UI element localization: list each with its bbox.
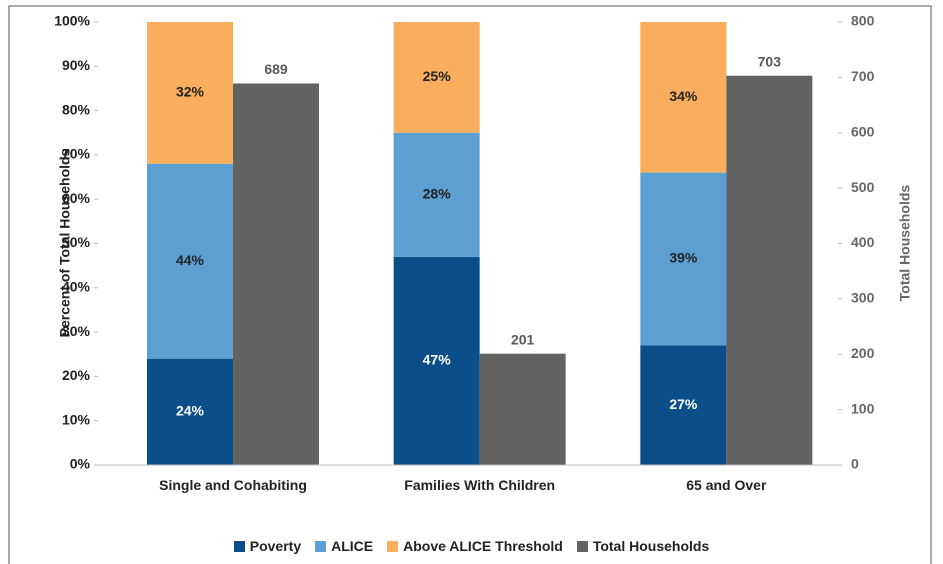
data-label: 44% bbox=[176, 252, 205, 268]
bar bbox=[726, 75, 813, 466]
legend-label: Total Households bbox=[592, 538, 710, 554]
y2-tick-label: 100 bbox=[851, 400, 875, 416]
legend-label: Above ALICE Threshold bbox=[403, 538, 563, 554]
y2-tick-label: 600 bbox=[851, 123, 875, 139]
data-label: 47% bbox=[423, 352, 452, 368]
y2-tick-label: 200 bbox=[851, 345, 875, 361]
data-label: 32% bbox=[176, 84, 205, 100]
bar-segment bbox=[640, 172, 727, 346]
data-label: 28% bbox=[423, 185, 452, 201]
y-tick-label: 30% bbox=[62, 323, 91, 339]
bar-segment bbox=[393, 256, 480, 465]
data-label: 27% bbox=[669, 396, 698, 412]
y-tick-label: 0% bbox=[70, 456, 91, 472]
bar-segment bbox=[393, 22, 480, 133]
y-axis-label: Percent of Total Households bbox=[57, 148, 73, 337]
x-tick-label: Single and Cohabiting bbox=[159, 477, 307, 493]
y-tick-label: 20% bbox=[62, 367, 91, 383]
legend-label: ALICE bbox=[331, 538, 374, 554]
y-tick-label: 10% bbox=[62, 411, 91, 427]
bar-segment bbox=[147, 22, 233, 164]
bar bbox=[233, 83, 319, 465]
y-tick-label: 100% bbox=[54, 13, 90, 29]
legend-item: Above ALICE Threshold bbox=[387, 538, 563, 554]
data-label: 703 bbox=[758, 53, 782, 69]
data-label: 25% bbox=[423, 68, 452, 84]
legend-item: Poverty bbox=[233, 538, 302, 554]
frame bbox=[8, 5, 932, 564]
legend-swatch bbox=[387, 540, 399, 552]
data-label: 39% bbox=[669, 250, 698, 266]
legend-swatch bbox=[315, 540, 327, 552]
legend-swatch bbox=[576, 540, 588, 552]
x-tick-label: 65 and Over bbox=[686, 477, 767, 493]
legend-label: Poverty bbox=[249, 538, 302, 554]
y2-tick-label: 300 bbox=[851, 290, 875, 306]
bar-segment bbox=[147, 163, 233, 359]
legend-swatch bbox=[233, 540, 245, 552]
y-tick-label: 50% bbox=[62, 234, 91, 250]
y-tick-label: 60% bbox=[62, 190, 91, 206]
bar-segment bbox=[640, 22, 727, 173]
y-tick-label: 70% bbox=[62, 146, 91, 162]
bar-segment bbox=[147, 358, 233, 465]
y2-tick-label: 400 bbox=[851, 234, 875, 250]
bar-segment bbox=[640, 345, 727, 465]
y-tick-label: 90% bbox=[62, 57, 91, 73]
legend-item: Total Households bbox=[576, 538, 710, 554]
x-tick-label: Families With Children bbox=[404, 477, 556, 493]
bar bbox=[479, 353, 566, 465]
y2-tick-label: 0 bbox=[851, 456, 859, 472]
data-label: 24% bbox=[176, 403, 205, 419]
data-label: 689 bbox=[264, 61, 288, 77]
y-tick-label: 40% bbox=[62, 279, 91, 295]
bar-segment bbox=[393, 132, 480, 257]
y2-tick-label: 800 bbox=[851, 13, 875, 29]
legend: Poverty ALICE Above ALICE Threshold Total H… bbox=[0, 538, 943, 554]
y2-tick-label: 500 bbox=[851, 179, 875, 195]
data-label: 34% bbox=[669, 88, 698, 104]
y2-axis-label: Total Households bbox=[897, 185, 913, 302]
data-label: 201 bbox=[511, 331, 535, 347]
y-tick-label: 80% bbox=[62, 101, 91, 117]
legend-item: ALICE bbox=[315, 538, 373, 554]
y2-tick-label: 700 bbox=[851, 68, 875, 84]
